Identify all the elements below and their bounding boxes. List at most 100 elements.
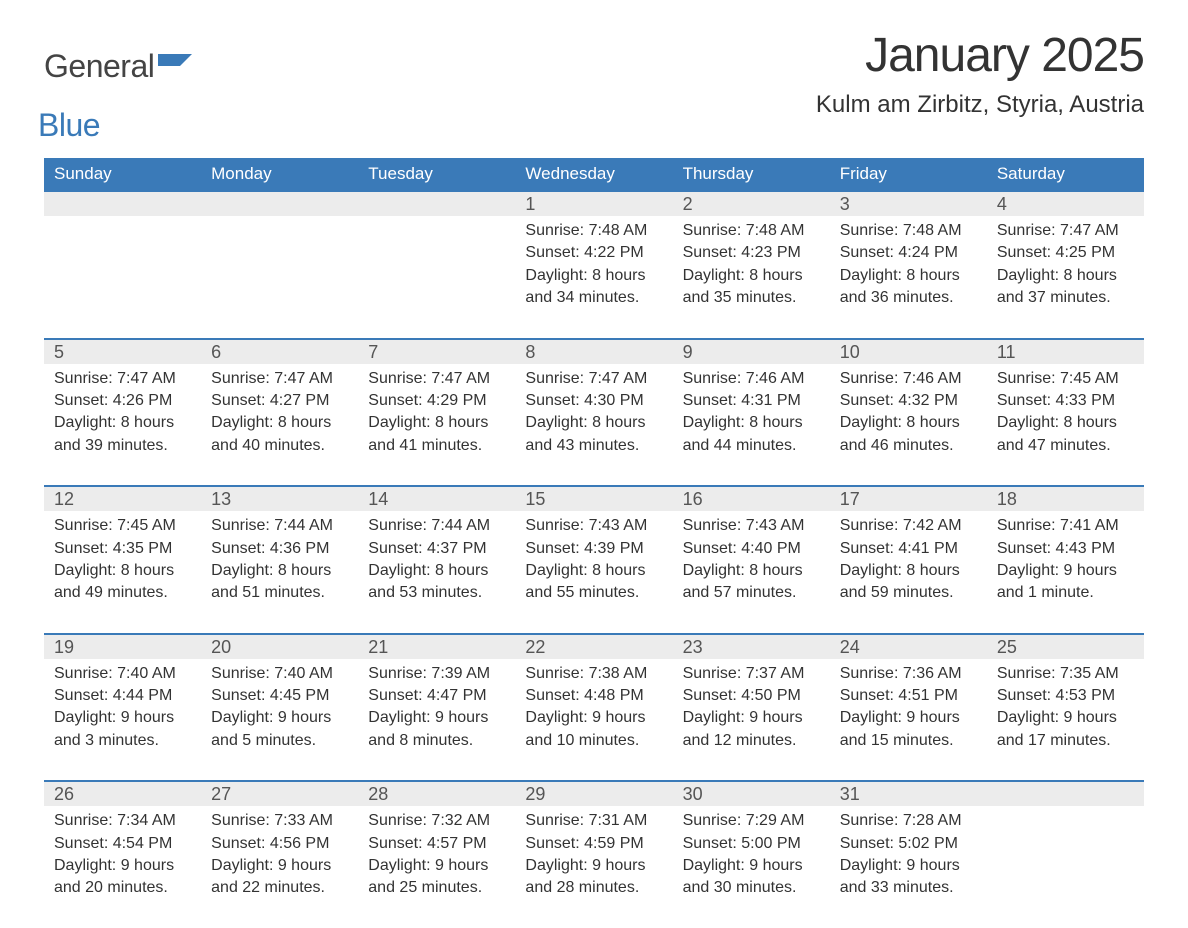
daylight-text: Daylight: 8 hours and 41 minutes. <box>368 412 505 457</box>
day-cell: 31Sunrise: 7:28 AMSunset: 5:02 PMDayligh… <box>830 781 987 928</box>
day-cell: 5Sunrise: 7:47 AMSunset: 4:26 PMDaylight… <box>44 339 201 487</box>
daylight-text: Daylight: 8 hours and 39 minutes. <box>54 412 191 457</box>
sunset-text: Sunset: 4:53 PM <box>997 685 1134 707</box>
daylight-text: Daylight: 9 hours and 17 minutes. <box>997 707 1134 752</box>
sunrise-text: Sunrise: 7:45 AM <box>54 515 191 537</box>
day-content: Sunrise: 7:47 AMSunset: 4:30 PMDaylight:… <box>515 364 672 486</box>
sunset-text: Sunset: 4:41 PM <box>840 538 977 560</box>
daylight-text: Daylight: 9 hours and 1 minute. <box>997 560 1134 605</box>
logo: General Blue <box>44 28 194 144</box>
sunset-text: Sunset: 4:31 PM <box>683 390 820 412</box>
day-content: Sunrise: 7:44 AMSunset: 4:37 PMDaylight:… <box>358 511 515 633</box>
daylight-text: Daylight: 8 hours and 57 minutes. <box>683 560 820 605</box>
sunset-text: Sunset: 4:56 PM <box>211 833 348 855</box>
sunset-text: Sunset: 4:40 PM <box>683 538 820 560</box>
day-content: Sunrise: 7:33 AMSunset: 4:56 PMDaylight:… <box>201 806 358 928</box>
daylight-text: Daylight: 8 hours and 44 minutes. <box>683 412 820 457</box>
sunset-text: Sunset: 4:39 PM <box>525 538 662 560</box>
day-number: 5 <box>44 340 201 364</box>
day-number: 4 <box>987 192 1144 216</box>
day-number <box>201 192 358 216</box>
day-number: 25 <box>987 635 1144 659</box>
day-number: 21 <box>358 635 515 659</box>
sunrise-text: Sunrise: 7:47 AM <box>525 368 662 390</box>
day-cell: 22Sunrise: 7:38 AMSunset: 4:48 PMDayligh… <box>515 634 672 782</box>
day-number: 26 <box>44 782 201 806</box>
day-content: Sunrise: 7:45 AMSunset: 4:35 PMDaylight:… <box>44 511 201 633</box>
sunset-text: Sunset: 4:57 PM <box>368 833 505 855</box>
dayhead-tuesday: Tuesday <box>358 158 515 191</box>
day-content: Sunrise: 7:43 AMSunset: 4:39 PMDaylight:… <box>515 511 672 633</box>
month-title: January 2025 <box>816 28 1144 83</box>
sunrise-text: Sunrise: 7:48 AM <box>840 220 977 242</box>
day-cell: 3Sunrise: 7:48 AMSunset: 4:24 PMDaylight… <box>830 191 987 339</box>
day-content: Sunrise: 7:40 AMSunset: 4:45 PMDaylight:… <box>201 659 358 781</box>
day-content: Sunrise: 7:28 AMSunset: 5:02 PMDaylight:… <box>830 806 987 928</box>
daylight-text: Daylight: 8 hours and 46 minutes. <box>840 412 977 457</box>
day-content <box>987 806 1144 918</box>
sunrise-text: Sunrise: 7:44 AM <box>211 515 348 537</box>
day-number <box>358 192 515 216</box>
daylight-text: Daylight: 8 hours and 36 minutes. <box>840 265 977 310</box>
day-number <box>987 782 1144 806</box>
day-content: Sunrise: 7:48 AMSunset: 4:24 PMDaylight:… <box>830 216 987 338</box>
day-cell: 11Sunrise: 7:45 AMSunset: 4:33 PMDayligh… <box>987 339 1144 487</box>
logo-text-general: General <box>44 48 154 84</box>
day-number: 8 <box>515 340 672 364</box>
day-content: Sunrise: 7:39 AMSunset: 4:47 PMDaylight:… <box>358 659 515 781</box>
day-cell: 2Sunrise: 7:48 AMSunset: 4:23 PMDaylight… <box>673 191 830 339</box>
day-content <box>201 216 358 328</box>
day-content: Sunrise: 7:47 AMSunset: 4:29 PMDaylight:… <box>358 364 515 486</box>
sunrise-text: Sunrise: 7:42 AM <box>840 515 977 537</box>
day-number: 12 <box>44 487 201 511</box>
dayhead-friday: Friday <box>830 158 987 191</box>
calendar-table: Sunday Monday Tuesday Wednesday Thursday… <box>44 158 1144 928</box>
day-number: 13 <box>201 487 358 511</box>
daylight-text: Daylight: 9 hours and 22 minutes. <box>211 855 348 900</box>
day-number: 11 <box>987 340 1144 364</box>
sunrise-text: Sunrise: 7:36 AM <box>840 663 977 685</box>
daylight-text: Daylight: 8 hours and 35 minutes. <box>683 265 820 310</box>
day-number: 29 <box>515 782 672 806</box>
day-number: 7 <box>358 340 515 364</box>
sunrise-text: Sunrise: 7:47 AM <box>368 368 505 390</box>
sunset-text: Sunset: 4:54 PM <box>54 833 191 855</box>
day-cell: 10Sunrise: 7:46 AMSunset: 4:32 PMDayligh… <box>830 339 987 487</box>
day-content <box>44 216 201 328</box>
day-content: Sunrise: 7:34 AMSunset: 4:54 PMDaylight:… <box>44 806 201 928</box>
sunrise-text: Sunrise: 7:38 AM <box>525 663 662 685</box>
day-number: 14 <box>358 487 515 511</box>
daylight-text: Daylight: 8 hours and 43 minutes. <box>525 412 662 457</box>
dayhead-thursday: Thursday <box>673 158 830 191</box>
daylight-text: Daylight: 8 hours and 55 minutes. <box>525 560 662 605</box>
sunrise-text: Sunrise: 7:37 AM <box>683 663 820 685</box>
day-content: Sunrise: 7:43 AMSunset: 4:40 PMDaylight:… <box>673 511 830 633</box>
day-cell: 21Sunrise: 7:39 AMSunset: 4:47 PMDayligh… <box>358 634 515 782</box>
sunset-text: Sunset: 4:35 PM <box>54 538 191 560</box>
daylight-text: Daylight: 9 hours and 28 minutes. <box>525 855 662 900</box>
sunrise-text: Sunrise: 7:43 AM <box>525 515 662 537</box>
day-cell: 20Sunrise: 7:40 AMSunset: 4:45 PMDayligh… <box>201 634 358 782</box>
day-cell: 1Sunrise: 7:48 AMSunset: 4:22 PMDaylight… <box>515 191 672 339</box>
sunrise-text: Sunrise: 7:47 AM <box>54 368 191 390</box>
sunset-text: Sunset: 4:30 PM <box>525 390 662 412</box>
day-number: 10 <box>830 340 987 364</box>
day-cell <box>201 191 358 339</box>
sunrise-text: Sunrise: 7:44 AM <box>368 515 505 537</box>
day-cell <box>987 781 1144 928</box>
sunrise-text: Sunrise: 7:46 AM <box>683 368 820 390</box>
sunset-text: Sunset: 4:33 PM <box>997 390 1134 412</box>
dayhead-saturday: Saturday <box>987 158 1144 191</box>
sunrise-text: Sunrise: 7:39 AM <box>368 663 505 685</box>
day-number: 27 <box>201 782 358 806</box>
daylight-text: Daylight: 9 hours and 12 minutes. <box>683 707 820 752</box>
daylight-text: Daylight: 8 hours and 49 minutes. <box>54 560 191 605</box>
sunrise-text: Sunrise: 7:48 AM <box>525 220 662 242</box>
sunrise-text: Sunrise: 7:35 AM <box>997 663 1134 685</box>
day-cell: 25 Sunrise: 7:35 AMSunset: 4:53 PMDayligh… <box>987 634 1144 782</box>
sunset-text: Sunset: 5:02 PM <box>840 833 977 855</box>
sunset-text: Sunset: 4:44 PM <box>54 685 191 707</box>
sunset-text: Sunset: 4:24 PM <box>840 242 977 264</box>
day-content: Sunrise: 7:46 AMSunset: 4:31 PMDaylight:… <box>673 364 830 486</box>
dayhead-monday: Monday <box>201 158 358 191</box>
